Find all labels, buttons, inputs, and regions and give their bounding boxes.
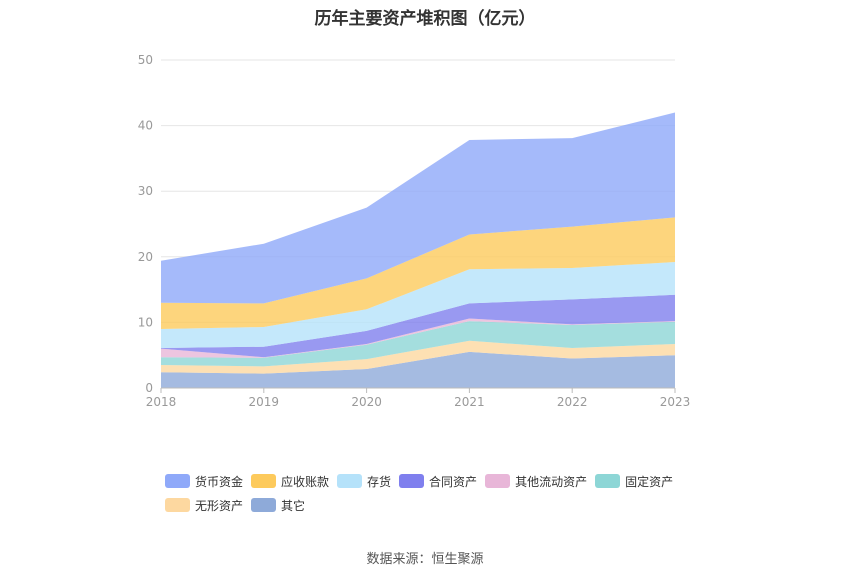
legend: 货币资金 应收账款 存货 合同资产 其他流动资产 固定资产无形资产 其它 bbox=[165, 473, 725, 521]
area-应收账款 bbox=[161, 217, 675, 329]
area-存货 bbox=[161, 262, 675, 348]
y-tick-label: 40 bbox=[138, 119, 153, 133]
y-tick-label: 30 bbox=[138, 184, 153, 198]
x-tick-label: 2022 bbox=[557, 395, 588, 409]
legend-item[interactable]: 应收账款 bbox=[251, 473, 329, 489]
legend-label: 合同资产 bbox=[429, 474, 478, 489]
area-series bbox=[161, 112, 675, 388]
x-tick-label: 2020 bbox=[351, 395, 382, 409]
legend-item[interactable]: 无形资产 bbox=[165, 497, 243, 513]
source-note: 数据来源：恒生聚源 bbox=[366, 552, 484, 567]
legend-swatch bbox=[595, 474, 621, 488]
area-无形资产 bbox=[161, 340, 675, 374]
y-tick-label: 20 bbox=[138, 250, 153, 264]
x-tick-label: 2019 bbox=[249, 395, 280, 409]
legend-swatch bbox=[485, 474, 511, 488]
legend-swatch bbox=[251, 474, 277, 488]
legend-label: 其他流动资产 bbox=[515, 474, 588, 489]
legend-item[interactable]: 其它 bbox=[251, 497, 305, 513]
legend-swatch bbox=[165, 498, 190, 512]
legend-label: 存货 bbox=[367, 474, 392, 489]
axes: 0 10 20 30 40 50 2018 2019 2020 2021 2022 2023 bbox=[138, 53, 691, 409]
area-货币资金 bbox=[161, 112, 675, 304]
legend-swatch bbox=[337, 474, 363, 488]
area-固定资产 bbox=[161, 321, 675, 367]
area-其它 bbox=[161, 351, 675, 388]
legend-item[interactable]: 存货 bbox=[337, 473, 391, 489]
area-合同资产 bbox=[161, 294, 675, 358]
legend-label: 货币资金 bbox=[195, 474, 244, 489]
legend-item[interactable]: 货币资金 bbox=[165, 473, 243, 489]
legend-label: 其它 bbox=[281, 498, 306, 513]
legend-swatch bbox=[399, 474, 425, 488]
legend-item[interactable]: 合同资产 bbox=[399, 473, 477, 489]
legend-swatch bbox=[165, 474, 190, 488]
x-tick-label: 2023 bbox=[660, 395, 691, 409]
legend-swatch bbox=[251, 498, 277, 512]
y-tick-label: 10 bbox=[138, 315, 153, 329]
x-tick-label: 2018 bbox=[146, 395, 177, 409]
legend-label: 应收账款 bbox=[281, 474, 330, 489]
chart-title: 历年主要资产堆积图（亿元） bbox=[314, 9, 536, 29]
legend-item[interactable]: 其他流动资产 bbox=[485, 473, 587, 489]
y-tick-label: 0 bbox=[145, 381, 153, 395]
y-tick-label: 50 bbox=[138, 53, 153, 67]
legend-label: 固定资产 bbox=[625, 474, 674, 489]
legend-item[interactable]: 固定资产 bbox=[595, 473, 673, 489]
legend-label: 无形资产 bbox=[195, 498, 244, 513]
x-tick-label: 2021 bbox=[454, 395, 485, 409]
area-其他流动资产 bbox=[161, 318, 675, 358]
